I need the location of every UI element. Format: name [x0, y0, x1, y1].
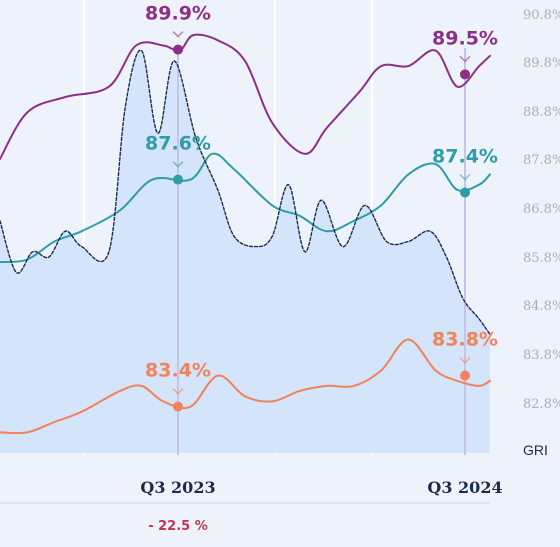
- y-tick-label: 87.8%: [523, 153, 560, 168]
- x-tick-q3-2023: Q3 2023: [140, 478, 215, 497]
- series-area: [0, 50, 490, 453]
- series-line: [0, 33, 491, 160]
- y-tick-label: 89.8%: [523, 56, 560, 71]
- callout-labels: 89.9% 89.5% 87.6% 87.4% 83.4% 83.8%: [145, 3, 498, 395]
- data-label: 87.6%: [145, 133, 211, 155]
- series-point: [460, 69, 470, 80]
- y-tick-label: 85.8%: [523, 251, 560, 266]
- series-point: [173, 44, 183, 55]
- callout-arrow: [459, 55, 471, 63]
- callout-arrow: [172, 161, 184, 168]
- y-tick-label: 88.8%: [523, 105, 560, 120]
- data-label: 89.9%: [145, 3, 211, 25]
- y-tick-label: 86.8%: [523, 202, 560, 217]
- y-tick-label: 84.8%: [523, 299, 560, 314]
- callout-arrow: [459, 173, 471, 181]
- data-label: 87.4%: [432, 145, 498, 167]
- right-axis-label: GRI: [523, 442, 548, 458]
- area-fills: [0, 50, 490, 453]
- callout-guides: [177, 48, 466, 455]
- data-label: 83.8%: [432, 329, 498, 351]
- data-label: 83.4%: [145, 360, 211, 382]
- series-point: [460, 187, 470, 198]
- y-axis-ticks: 90.8% 89.8% 88.8% 87.8% 86.8% 85.8% 84.8…: [523, 8, 560, 412]
- y-tick-label: 83.8%: [523, 348, 560, 363]
- series-line: [0, 152, 491, 264]
- y-tick-label: 90.8%: [523, 8, 560, 23]
- series-point: [173, 401, 183, 412]
- x-tick-q3-2024: Q3 2024: [427, 478, 502, 497]
- series-markers: [173, 44, 470, 412]
- series-line: [0, 338, 491, 435]
- change-note: - 22.5 %: [148, 519, 208, 534]
- series-point: [460, 370, 470, 381]
- callout-arrow: [172, 388, 184, 395]
- data-label: 89.5%: [432, 27, 498, 49]
- callout-arrow: [459, 357, 471, 364]
- series-line: [0, 49, 491, 335]
- series-point: [173, 174, 183, 185]
- callout-arrow: [172, 31, 184, 38]
- y-tick-label: 82.8%: [523, 397, 560, 412]
- series-lines: [0, 33, 491, 435]
